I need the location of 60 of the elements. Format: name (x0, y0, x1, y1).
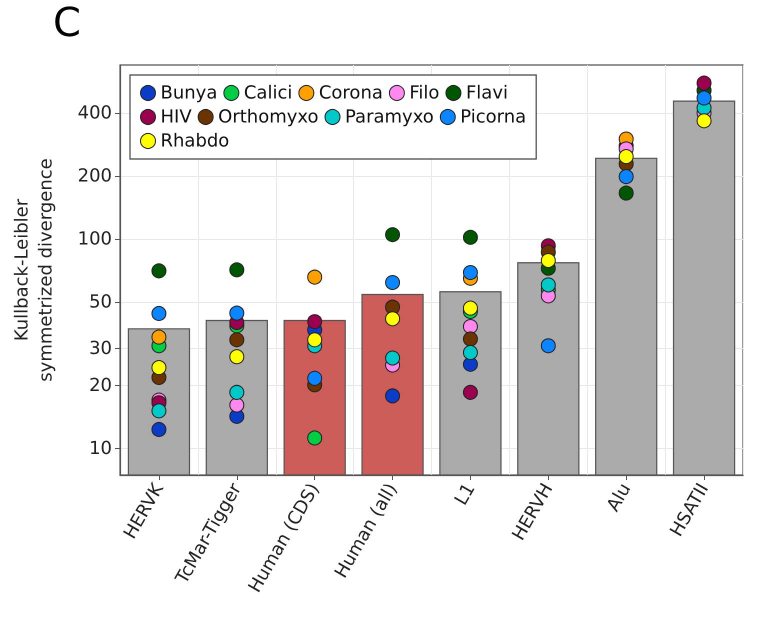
point (229, 349, 244, 364)
point (307, 370, 322, 386)
legend-label: HIV (160, 106, 192, 128)
y-tick-label: 20 (89, 374, 112, 396)
point (696, 90, 712, 106)
legend-label: Rhabdo (160, 130, 230, 152)
y-tick-label: 50 (89, 292, 112, 313)
point (151, 263, 166, 278)
y-tick-label: 400 (78, 102, 112, 124)
point (540, 338, 556, 354)
point (385, 388, 400, 404)
point (307, 430, 322, 446)
point (618, 149, 634, 164)
legend-label: Paramyxo (345, 106, 434, 128)
point (385, 350, 400, 366)
point (462, 356, 478, 372)
x-tick-label: Alu (602, 480, 636, 516)
point (385, 311, 400, 326)
point (151, 422, 166, 437)
y-tick-label: 30 (89, 338, 112, 359)
point (307, 332, 322, 348)
point (462, 345, 478, 360)
point (462, 265, 478, 280)
legend-label: Flavi (466, 82, 508, 104)
point (151, 330, 166, 345)
point (307, 270, 322, 285)
legend-label: Orthomyxo (218, 106, 319, 128)
point (229, 384, 244, 400)
point (462, 230, 478, 245)
y-tick-label: 10 (89, 438, 112, 459)
point (229, 332, 244, 348)
point (151, 403, 166, 418)
legend-label: Picorna (460, 106, 526, 128)
point (540, 253, 556, 268)
point (618, 169, 634, 184)
legend-label: Bunya (160, 82, 218, 104)
x-tick-label: L1 (450, 480, 480, 509)
point (229, 398, 244, 412)
point (540, 277, 556, 292)
point (151, 360, 166, 376)
point (462, 300, 478, 316)
chart-title: C (53, 0, 81, 46)
point (618, 186, 634, 201)
point (696, 113, 712, 128)
y-axis-title: Kullback-Leibler symmetrized divergence (12, 158, 56, 382)
point (385, 275, 400, 290)
point (462, 384, 478, 400)
point (229, 262, 244, 278)
y-tick-label: 100 (78, 228, 112, 250)
point (307, 314, 322, 330)
legend-label: Corona (318, 82, 383, 104)
point (462, 332, 478, 346)
point (696, 76, 712, 91)
point (229, 306, 244, 321)
point (462, 319, 478, 334)
point (385, 227, 400, 242)
legend-label: Calici (244, 82, 292, 104)
y-tick-label: 200 (78, 166, 112, 187)
legend-label: Filo (409, 82, 440, 104)
point (151, 306, 166, 321)
